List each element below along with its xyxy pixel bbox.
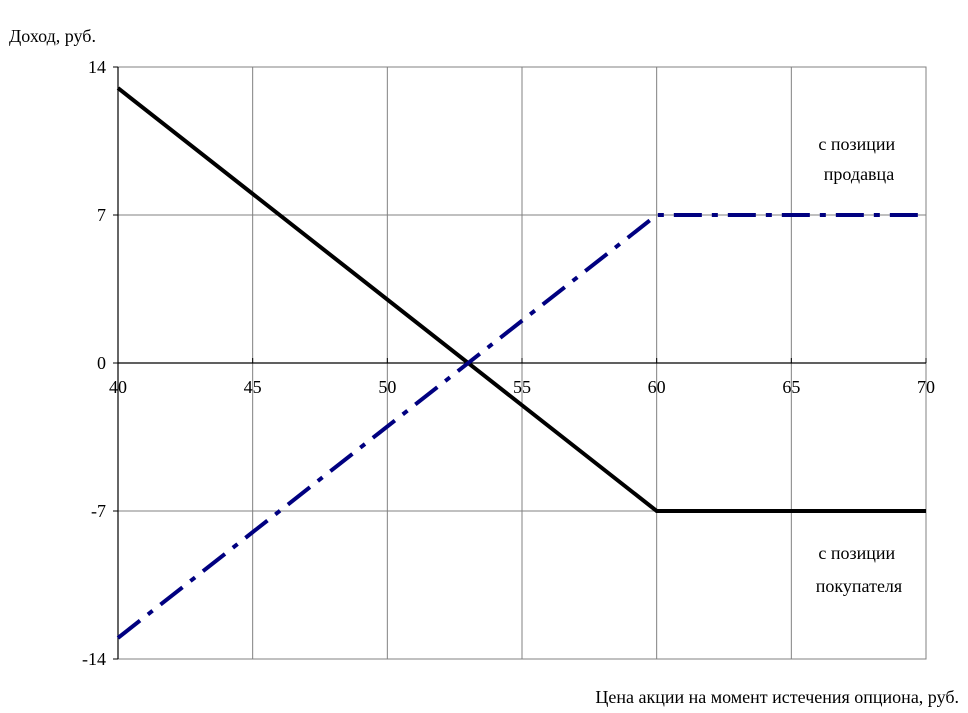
series-line-seller [116,213,926,640]
y-axis-label: Доход, руб. [9,26,96,46]
x-tick-label: 65 [782,377,800,397]
y-tick-label: -14 [82,649,106,669]
x-tick-label: 70 [917,377,935,397]
series-label-seller-line-2: продавца [824,164,894,184]
x-tick-label: 45 [244,377,262,397]
grid [117,66,927,660]
x-tick-label: 50 [378,377,396,397]
x-tick-label: 60 [648,377,666,397]
x-axis-label: Цена акции на момент истечения опциона, … [595,687,959,707]
y-tick-label: 0 [97,353,106,373]
series [116,86,926,640]
series-label-buyer: с позиции покупателя [816,543,902,596]
axes [113,66,927,660]
series-line-buyer [116,86,926,513]
y-tick-label: 7 [97,205,106,225]
series-label-buyer-line-1: с позиции [818,543,895,563]
x-tick-label: 40 [109,377,127,397]
series-label-buyer-line-2: покупателя [816,576,902,596]
series-label-seller: с позиции продавца [818,134,899,184]
y-tick-label: 14 [88,57,106,77]
y-tick-label: -7 [91,501,106,521]
series-label-seller-line-1: с позиции [818,134,895,154]
x-tick-label: 55 [513,377,531,397]
